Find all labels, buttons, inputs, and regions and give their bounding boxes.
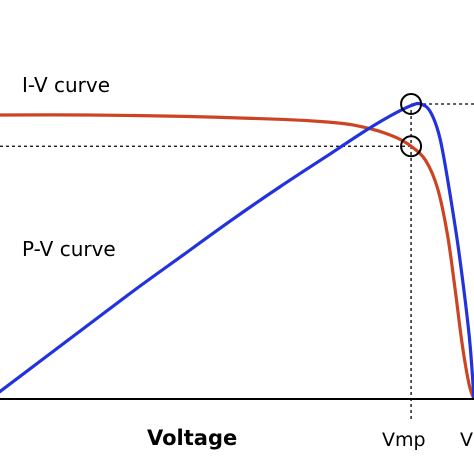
curves	[0, 101, 474, 400]
pv-curve-line	[0, 101, 474, 400]
iv-curve-line	[0, 113, 474, 400]
imp-marker	[400, 135, 423, 158]
max-point-markers	[400, 93, 423, 158]
pmp-marker	[400, 93, 423, 115]
iv-curve-label: I-V curve	[22, 73, 110, 97]
tick-label-voc: V	[460, 429, 473, 451]
tick-label-vmp: Vmp	[382, 429, 426, 451]
x-axis-title: Voltage	[147, 426, 237, 450]
pv-curve-label: P-V curve	[22, 237, 116, 261]
